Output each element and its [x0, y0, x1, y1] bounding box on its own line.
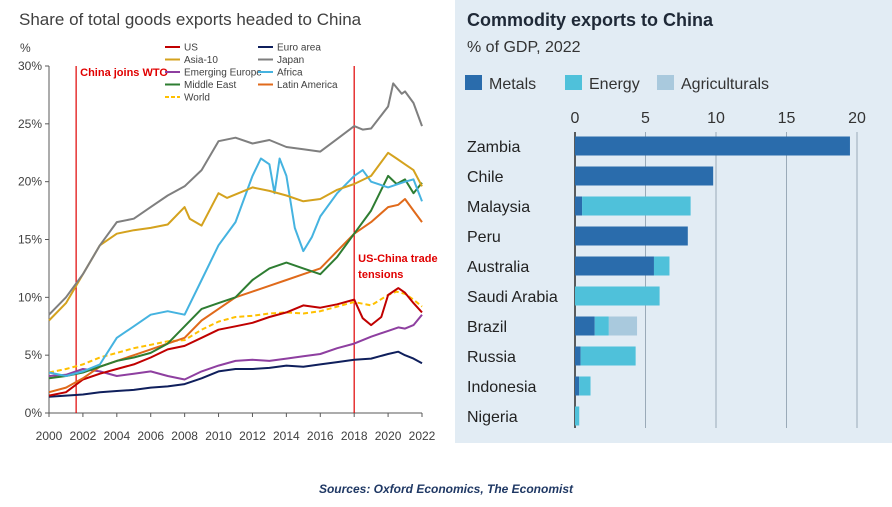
bar-metals — [575, 256, 654, 276]
right-chart-title: Commodity exports to China — [467, 10, 714, 30]
event-label: US-China trade tensions — [358, 253, 437, 281]
bar-agriculturals — [608, 316, 638, 336]
right-chart-panel: Commodity exports to China % of GDP, 202… — [455, 0, 892, 443]
left-line-chart: Share of total goods exports headed to C… — [18, 10, 438, 443]
bar-metals — [575, 316, 595, 336]
category-label: Brazil — [467, 319, 507, 336]
series-line-middle-east — [48, 174, 423, 380]
bar-energy — [575, 406, 580, 426]
y-tick-label: 0% — [25, 406, 43, 420]
bar-energy — [582, 196, 691, 216]
legend-swatch — [465, 75, 482, 90]
legend-label: Metals — [489, 76, 536, 93]
series-line-us — [48, 287, 423, 397]
bar-metals — [575, 136, 850, 156]
bar-energy — [575, 286, 660, 306]
series-line-latin-america — [48, 198, 423, 394]
bar-energy — [594, 316, 609, 336]
x-tick-label: 0 — [571, 110, 580, 127]
left-axes: 0% 5% 10% 15% 20% 25% 30% 2000 2002 2004 2006 2008 2… — [18, 59, 436, 443]
bar-energy — [653, 256, 670, 276]
legend-label: US — [184, 43, 198, 54]
legend: Metals Energy Agriculturals — [465, 75, 769, 93]
legend-label: Energy — [589, 76, 640, 93]
bar-metals — [575, 376, 580, 396]
legend-label: Euro area — [277, 43, 321, 54]
x-tick-label: 2022 — [409, 429, 436, 443]
series-lines — [48, 82, 423, 398]
legend-label: Middle East — [184, 80, 236, 91]
bar-energy — [580, 346, 636, 366]
bar-metals — [575, 166, 714, 186]
series-line-africa — [48, 157, 423, 377]
bar-metals — [575, 196, 583, 216]
legend-label: Africa — [277, 68, 303, 79]
x-tick-label: 2008 — [171, 429, 198, 443]
x-tick-label: 10 — [707, 110, 725, 127]
x-tick-label: 2004 — [103, 429, 130, 443]
y-tick-label: 5% — [25, 348, 43, 362]
bars: Zambia Chile Malaysia Peru Australia Saudi Ar… — [467, 136, 850, 426]
category-label: Australia — [467, 259, 529, 276]
category-label: Russia — [467, 349, 516, 366]
legend-label: Japan — [277, 55, 304, 66]
right-axes: 0 5 10 15 20 — [571, 110, 866, 428]
x-tick-label: 5 — [641, 110, 650, 127]
y-tick-label: 10% — [18, 290, 42, 304]
series-line-emerging-europe — [48, 314, 423, 381]
x-tick-label: 2000 — [36, 429, 63, 443]
left-chart-title: Share of total goods exports headed to C… — [19, 10, 362, 29]
category-label: Chile — [467, 169, 504, 186]
bar-metals — [575, 346, 581, 366]
legend-label: Agriculturals — [681, 76, 769, 93]
legend-swatch — [565, 75, 582, 90]
x-tick-label: 2018 — [341, 429, 368, 443]
bar-energy — [579, 376, 591, 396]
x-tick-label: 2012 — [239, 429, 266, 443]
event-label: China joins WTO — [80, 67, 168, 79]
x-tick-label: 2020 — [375, 429, 402, 443]
legend-label: Asia-10 — [184, 55, 218, 66]
x-tick-label: 2006 — [137, 429, 164, 443]
legend-label: World — [184, 93, 210, 104]
bar-metals — [575, 226, 688, 246]
series-line-japan — [48, 82, 423, 316]
legend-label: Latin America — [277, 80, 338, 91]
category-label: Malaysia — [467, 199, 530, 216]
left-y-unit: % — [20, 41, 31, 55]
y-tick-label: 20% — [18, 175, 42, 189]
source-note: Sources: Oxford Economics, The Economist — [318, 482, 574, 496]
series-line-euro-area — [48, 350, 423, 398]
x-tick-label: 2014 — [273, 429, 300, 443]
x-tick-label: 2010 — [205, 429, 232, 443]
category-label: Indonesia — [467, 379, 536, 396]
x-tick-label: 2002 — [70, 429, 97, 443]
category-label: Nigeria — [467, 409, 518, 426]
category-label: Zambia — [467, 139, 520, 156]
x-tick-label: 15 — [778, 110, 796, 127]
right-bar-chart: Commodity exports to China % of GDP, 202… — [465, 10, 866, 428]
right-chart-subtitle: % of GDP, 2022 — [467, 39, 581, 56]
category-label: Peru — [467, 229, 501, 246]
legend-swatch — [657, 75, 674, 90]
x-tick-label: 20 — [848, 110, 866, 127]
y-tick-label: 15% — [18, 233, 42, 247]
y-tick-label: 25% — [18, 117, 42, 131]
category-label: Saudi Arabia — [467, 289, 558, 306]
x-tick-label: 2016 — [307, 429, 334, 443]
event-markers: China joins WTO US-China trade tensions — [75, 66, 438, 413]
series-line-asia-10 — [48, 151, 423, 322]
legend: US Euro area Asia-10 Japan Emerging Europe Af… — [165, 43, 338, 104]
y-tick-label: 30% — [18, 59, 42, 73]
legend-label: Emerging Europe — [184, 68, 262, 79]
